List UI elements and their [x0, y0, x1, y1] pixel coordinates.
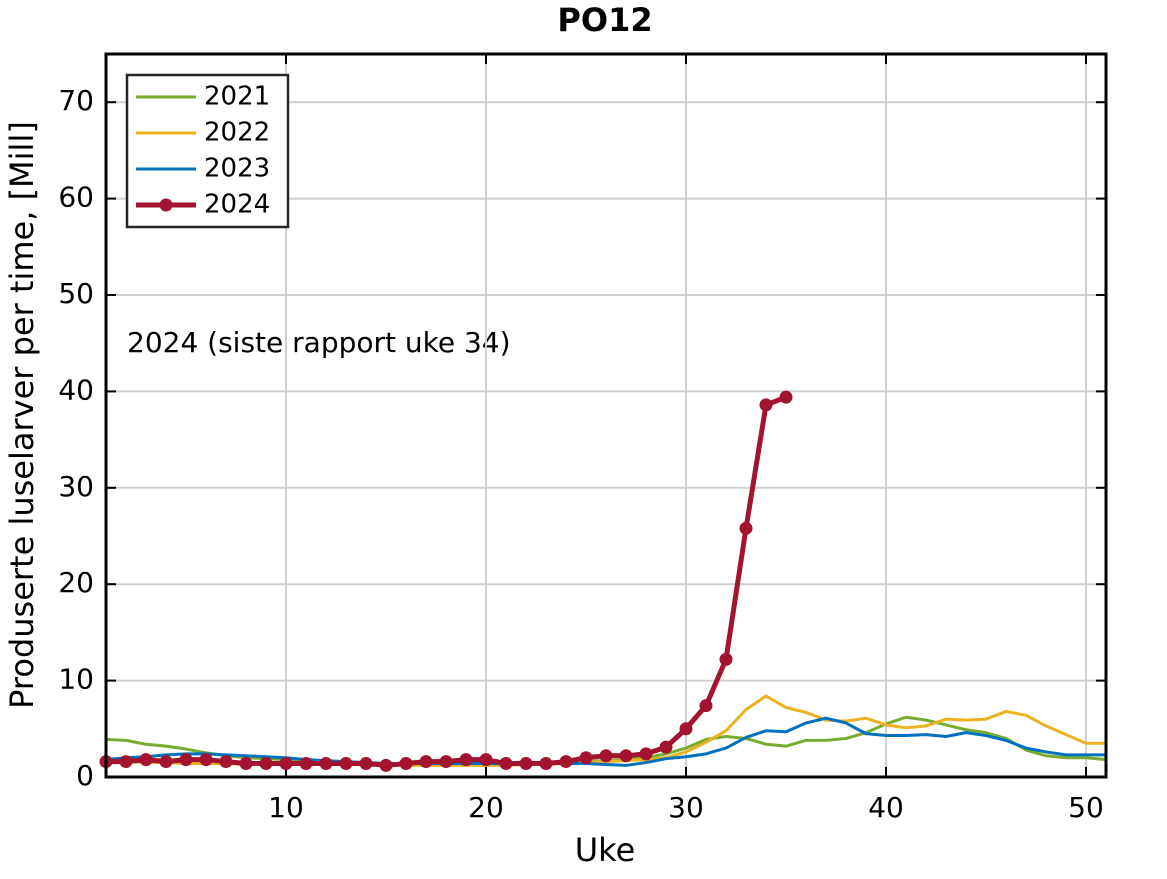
y-tick-label: 10 — [58, 663, 94, 696]
data-point — [539, 757, 553, 771]
data-point — [519, 757, 533, 771]
data-point — [359, 757, 373, 771]
data-point — [379, 758, 393, 772]
data-point — [699, 699, 713, 713]
data-point — [319, 757, 333, 771]
x-tick-label: 50 — [1068, 791, 1104, 824]
chart-title: PO12 — [557, 1, 652, 39]
annotation: 2024 (siste rapport uke 34) — [127, 326, 511, 359]
y-axis-label: Produserte luselarver per time, [Mill] — [3, 121, 41, 709]
data-point — [419, 755, 433, 769]
data-point — [279, 757, 293, 771]
legend-label: 2021 — [204, 82, 270, 112]
legend-label: 2024 — [204, 190, 270, 220]
data-point — [159, 755, 173, 769]
y-tick-label: 40 — [58, 373, 94, 406]
x-tick-label: 10 — [268, 791, 304, 824]
data-point — [239, 757, 253, 771]
data-point — [139, 753, 153, 767]
data-point — [579, 751, 593, 765]
y-tick-label: 70 — [58, 84, 94, 117]
data-point — [659, 740, 673, 754]
data-point — [599, 749, 613, 763]
legend-label: 2023 — [204, 154, 270, 184]
data-point — [639, 747, 653, 761]
x-tick-label: 30 — [668, 791, 704, 824]
legend: 2021 2022 2023 2024 — [125, 73, 290, 229]
data-point — [619, 749, 633, 763]
data-point — [739, 521, 753, 535]
data-point — [559, 755, 573, 769]
data-point — [339, 757, 353, 771]
legend-box — [125, 73, 290, 229]
data-point — [439, 755, 453, 769]
data-point — [499, 757, 513, 771]
x-tick-label: 40 — [868, 791, 904, 824]
x-axis-label: Uke — [575, 831, 636, 869]
x-tick-label: 20 — [468, 791, 504, 824]
data-point — [179, 753, 193, 767]
data-point — [119, 755, 133, 769]
data-point — [779, 390, 793, 404]
data-point — [679, 722, 693, 736]
legend-marker — [159, 198, 173, 212]
data-point — [199, 753, 213, 767]
series-line — [105, 716, 1106, 767]
y-tick-label: 20 — [58, 566, 94, 599]
y-tick-label: 60 — [58, 181, 94, 214]
y-tick-label: 0 — [76, 759, 94, 792]
data-point — [399, 757, 413, 771]
legend-label: 2022 — [204, 118, 270, 148]
data-point — [259, 757, 273, 771]
data-point — [719, 652, 733, 666]
plot-frame — [104, 52, 1108, 779]
data-point — [459, 753, 473, 767]
y-tick-label: 30 — [58, 470, 94, 503]
data-point — [219, 755, 233, 769]
y-tick-label: 50 — [58, 277, 94, 310]
data-point — [759, 398, 773, 412]
data-point — [299, 757, 313, 771]
data-point — [479, 753, 493, 767]
